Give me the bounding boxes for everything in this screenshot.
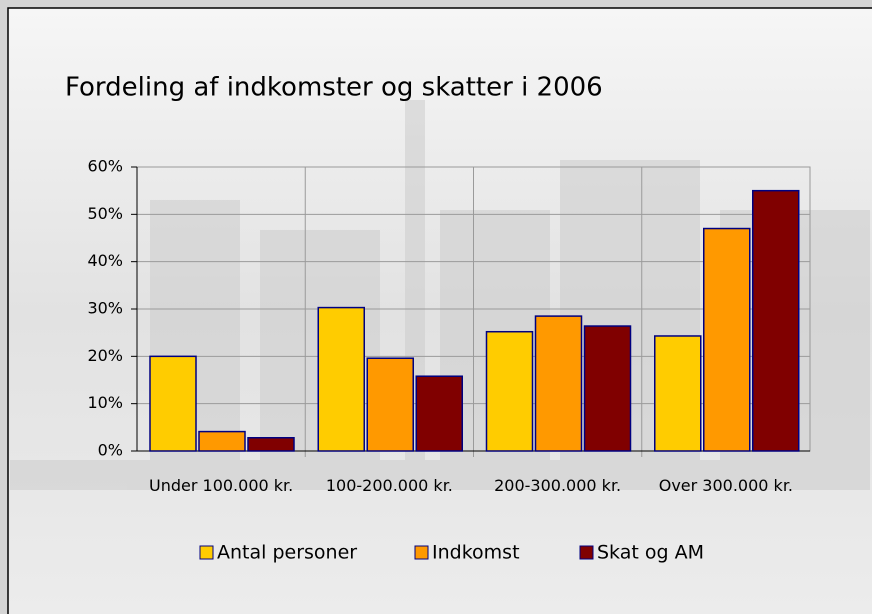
y-tick-label: 10% [87, 393, 123, 412]
x-tick-label: 100-200.000 kr. [325, 476, 453, 495]
legend-swatch [414, 545, 429, 560]
bar [583, 325, 632, 452]
y-tick-label: 30% [87, 299, 123, 318]
bar [752, 189, 800, 452]
x-tick-label: 200-300.000 kr. [494, 476, 622, 495]
legend-swatch [579, 545, 594, 560]
legend-label: Indkomst [432, 542, 520, 564]
bar [534, 315, 583, 452]
y-tick-label: 40% [87, 251, 123, 270]
y-tick-label: 20% [87, 346, 123, 365]
bar [366, 357, 414, 452]
legend-swatch [199, 545, 214, 560]
bar [198, 430, 246, 452]
bar [654, 335, 702, 452]
bar [415, 375, 463, 452]
y-tick-label: 0% [98, 441, 123, 460]
legend-label: Antal personer [217, 542, 357, 564]
x-tick-label: Under 100.000 kr. [149, 476, 294, 495]
bar [485, 330, 534, 452]
bar [703, 227, 751, 452]
legend-label: Skat og AM [597, 542, 704, 564]
bar [317, 306, 365, 452]
y-tick-label: 60% [87, 157, 123, 176]
chart-title: Fordeling af indkomster og skatter i 200… [65, 73, 603, 103]
bar [149, 355, 197, 452]
bar [247, 436, 295, 452]
x-tick-label: Over 300.000 kr. [658, 476, 794, 495]
y-tick-label: 50% [87, 204, 123, 223]
